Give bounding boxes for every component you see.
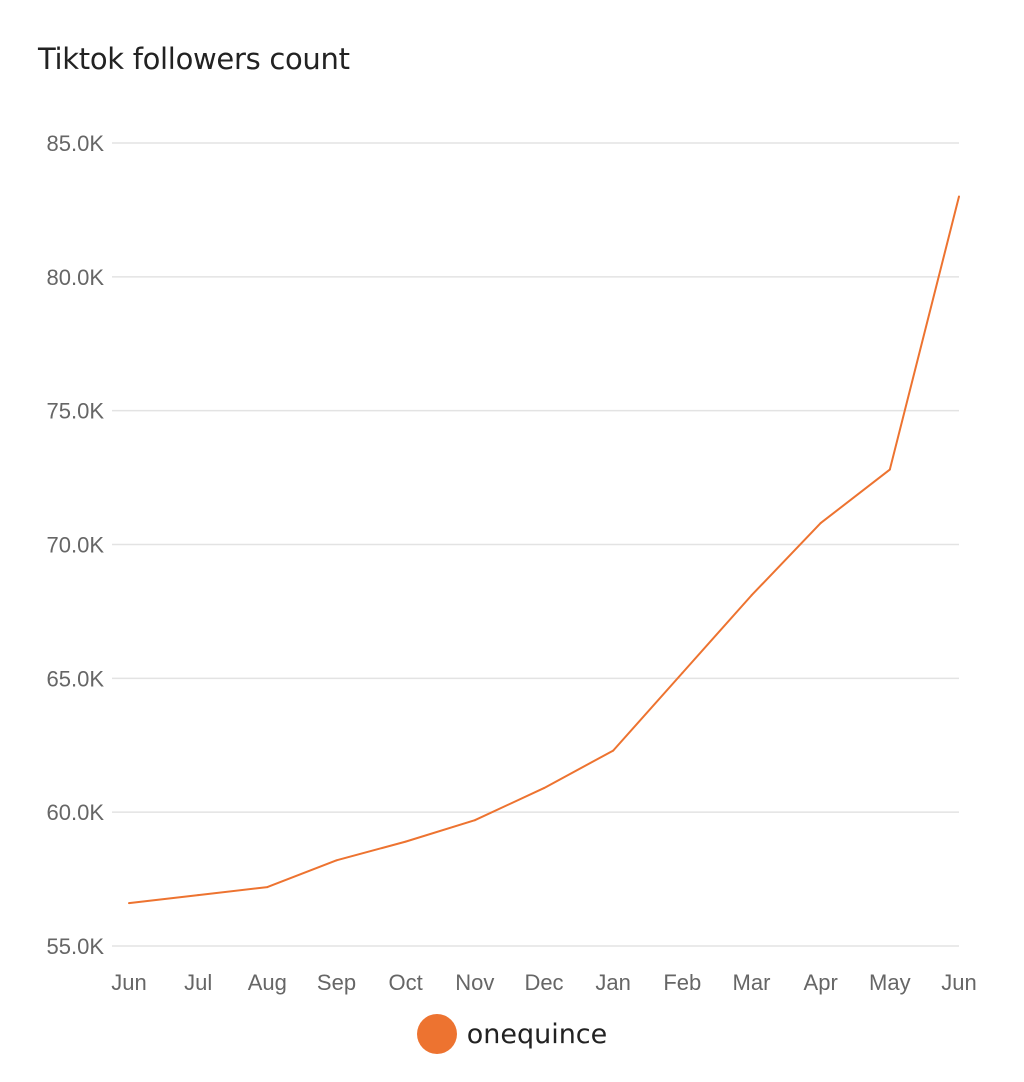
legend-marker-icon [416, 1014, 457, 1054]
data-point [888, 468, 891, 471]
data-point [612, 749, 615, 752]
data-point [404, 840, 407, 843]
data-point [750, 594, 753, 597]
x-tick-label: Jun [111, 970, 146, 995]
x-tick-label: May [869, 970, 911, 995]
y-tick-label: 60.0K [47, 800, 105, 825]
legend: onequince [0, 1014, 1024, 1054]
y-tick-label: 55.0K [47, 934, 105, 959]
y-tick-label: 85.0K [47, 131, 105, 156]
x-tick-label: Mar [733, 970, 771, 995]
data-point [681, 671, 684, 674]
data-point [197, 894, 200, 897]
y-tick-label: 75.0K [47, 399, 105, 424]
data-point [473, 819, 476, 822]
data-point [819, 522, 822, 525]
x-tick-label: Jan [595, 970, 630, 995]
data-point [335, 859, 338, 862]
data-point [543, 787, 545, 790]
chart-title: Tiktok followers count [38, 42, 350, 76]
x-tick-label: Dec [524, 970, 563, 995]
data-point [266, 886, 269, 889]
x-tick-label: Jun [941, 970, 976, 995]
series-line [128, 196, 960, 905]
y-tick-label: 70.0K [47, 533, 105, 558]
y-tick-label: 80.0K [47, 265, 105, 290]
x-tick-label: Aug [248, 970, 287, 995]
x-tick-label: Nov [455, 970, 494, 995]
x-tick-label: Feb [663, 970, 701, 995]
x-tick-label: Jul [184, 970, 212, 995]
y-tick-label: 65.0K [47, 666, 105, 691]
x-tick-label: Oct [389, 970, 423, 995]
x-tick-label: Sep [317, 970, 356, 995]
line-chart: 55.0K 60.0K 65.0K 70.0K 75.0K 80.0K 85.0K Jun Ju… [47, 131, 977, 995]
data-point [128, 902, 130, 905]
x-tick-label: Apr [804, 970, 838, 995]
legend-label[interactable]: onequince [466, 1018, 608, 1050]
data-point [958, 195, 960, 198]
